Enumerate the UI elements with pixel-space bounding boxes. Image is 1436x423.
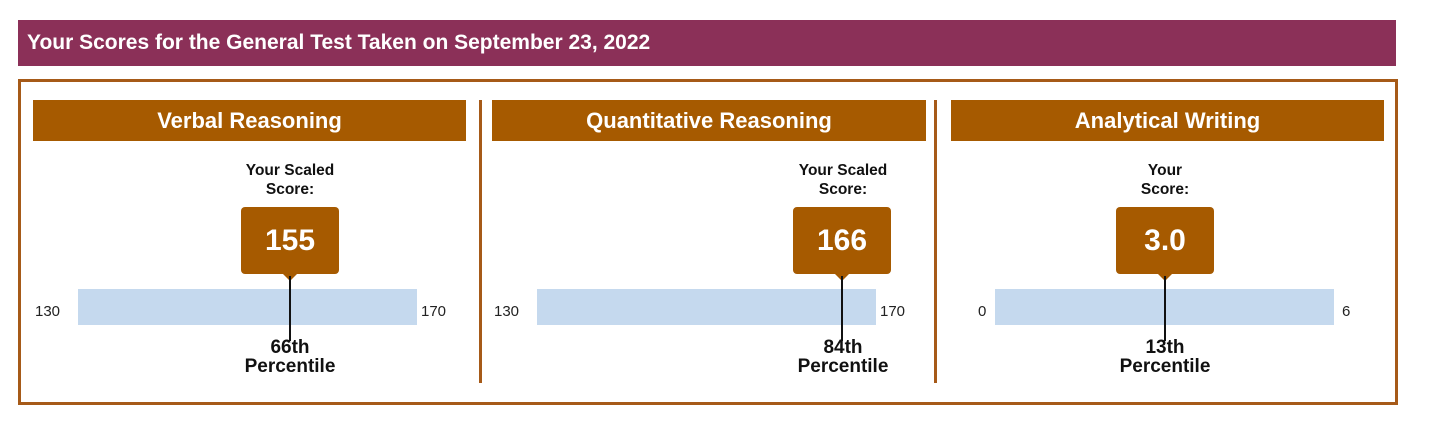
- scale-min-label: 0: [978, 303, 987, 320]
- scale-max-label: 170: [421, 303, 447, 320]
- scale-min-label: 130: [35, 303, 61, 320]
- scale-max-label: 6: [1342, 303, 1351, 320]
- score-scale-bar: [78, 289, 417, 325]
- score-value-box: 3.0: [1116, 207, 1214, 281]
- section-divider: [479, 100, 482, 383]
- score-caption: Your Scaled Score:: [798, 162, 888, 198]
- score-value: 155: [264, 223, 316, 257]
- section-divider: [934, 100, 937, 383]
- section-title: Analytical Writing: [951, 100, 1384, 141]
- percentile-label: 66th Percentile: [244, 337, 336, 377]
- section-title: Quantitative Reasoning: [492, 100, 926, 141]
- scale-max-label: 170: [880, 303, 906, 320]
- score-marker: [1163, 276, 1166, 341]
- analytical-writing-section: Analytical Writing Your Score: 3.0 0 6 13…: [951, 100, 1384, 385]
- score-scale-bar: [537, 289, 876, 325]
- scores-panel: [18, 79, 1398, 405]
- percentile-label: 13th Percentile: [1119, 337, 1211, 377]
- score-value: 166: [816, 223, 868, 257]
- scores-header: Your Scores for the General Test Taken o…: [18, 20, 1396, 66]
- percentile-label: 84th Percentile: [797, 337, 889, 377]
- scale-min-label: 130: [494, 303, 520, 320]
- verbal-reasoning-section: Verbal Reasoning Your Scaled Score: 155 1…: [33, 100, 466, 385]
- score-marker: [841, 276, 844, 341]
- quantitative-reasoning-section: Quantitative Reasoning Your Scaled Score:…: [492, 100, 926, 385]
- scores-header-title: Your Scores for the General Test Taken o…: [27, 31, 651, 54]
- section-title: Verbal Reasoning: [33, 100, 466, 141]
- score-marker: [288, 276, 291, 341]
- score-caption: Your Score:: [1140, 162, 1190, 198]
- score-value-box: 166: [793, 207, 891, 281]
- score-value-box: 155: [241, 207, 339, 281]
- score-caption: Your Scaled Score:: [245, 162, 335, 198]
- score-value: 3.0: [1144, 223, 1186, 257]
